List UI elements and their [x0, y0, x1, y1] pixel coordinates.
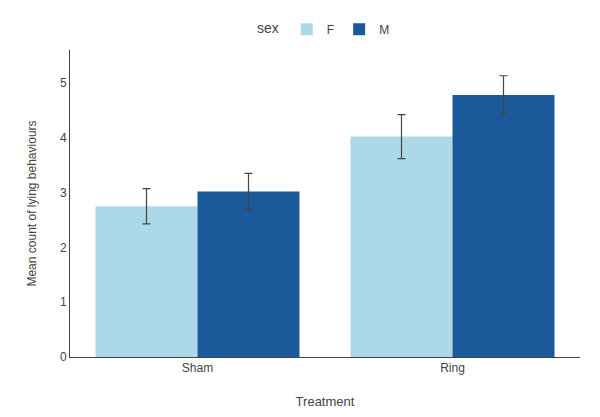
svg-text:M: M: [379, 23, 389, 37]
svg-text:1: 1: [60, 295, 67, 309]
svg-text:2: 2: [60, 241, 67, 255]
svg-text:5: 5: [60, 76, 67, 90]
svg-text:Sham: Sham: [182, 361, 213, 375]
svg-text:3: 3: [60, 186, 67, 200]
svg-text:sex: sex: [257, 20, 279, 36]
svg-text:F: F: [327, 23, 334, 37]
svg-text:Mean count of lying behaviours: Mean count of lying behaviours: [25, 120, 39, 286]
svg-text:Ring: Ring: [440, 361, 465, 375]
svg-text:0: 0: [60, 350, 67, 364]
svg-text:4: 4: [60, 131, 67, 145]
svg-text:Treatment: Treatment: [296, 394, 355, 409]
